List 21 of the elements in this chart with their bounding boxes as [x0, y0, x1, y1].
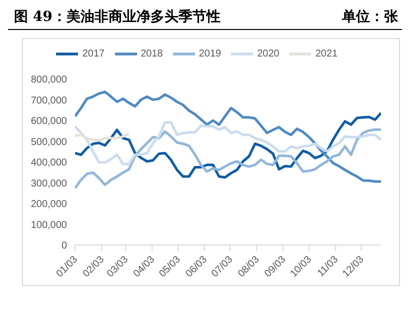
- y-tick-label: 600,000: [30, 116, 68, 128]
- y-tick-label: 100,000: [30, 220, 68, 231]
- legend-label: 2021: [315, 48, 338, 60]
- line-series: [75, 121, 381, 166]
- y-tick-label: 700,000: [30, 95, 68, 106]
- line-series: [75, 132, 130, 142]
- legend-label: 2019: [198, 48, 222, 60]
- legend-label: 2017: [82, 48, 105, 60]
- chart-title: 图 49：美油非商业净多头季节性: [14, 8, 220, 26]
- y-tick-label: 800,000: [30, 74, 68, 86]
- chart-subtitle: 单位：张: [342, 8, 398, 26]
- line-series: [75, 128, 381, 190]
- y-tick-label: 200,000: [30, 199, 68, 210]
- line-series: [75, 90, 381, 183]
- line-series: [75, 112, 381, 179]
- legend-label: 2020: [257, 48, 280, 60]
- y-tick-label: 0: [61, 240, 68, 252]
- legend-label: 2018: [140, 48, 163, 60]
- y-tick-label: 300,000: [30, 178, 68, 190]
- y-tick-label: 400,000: [30, 158, 68, 169]
- y-tick-label: 500,000: [30, 136, 68, 148]
